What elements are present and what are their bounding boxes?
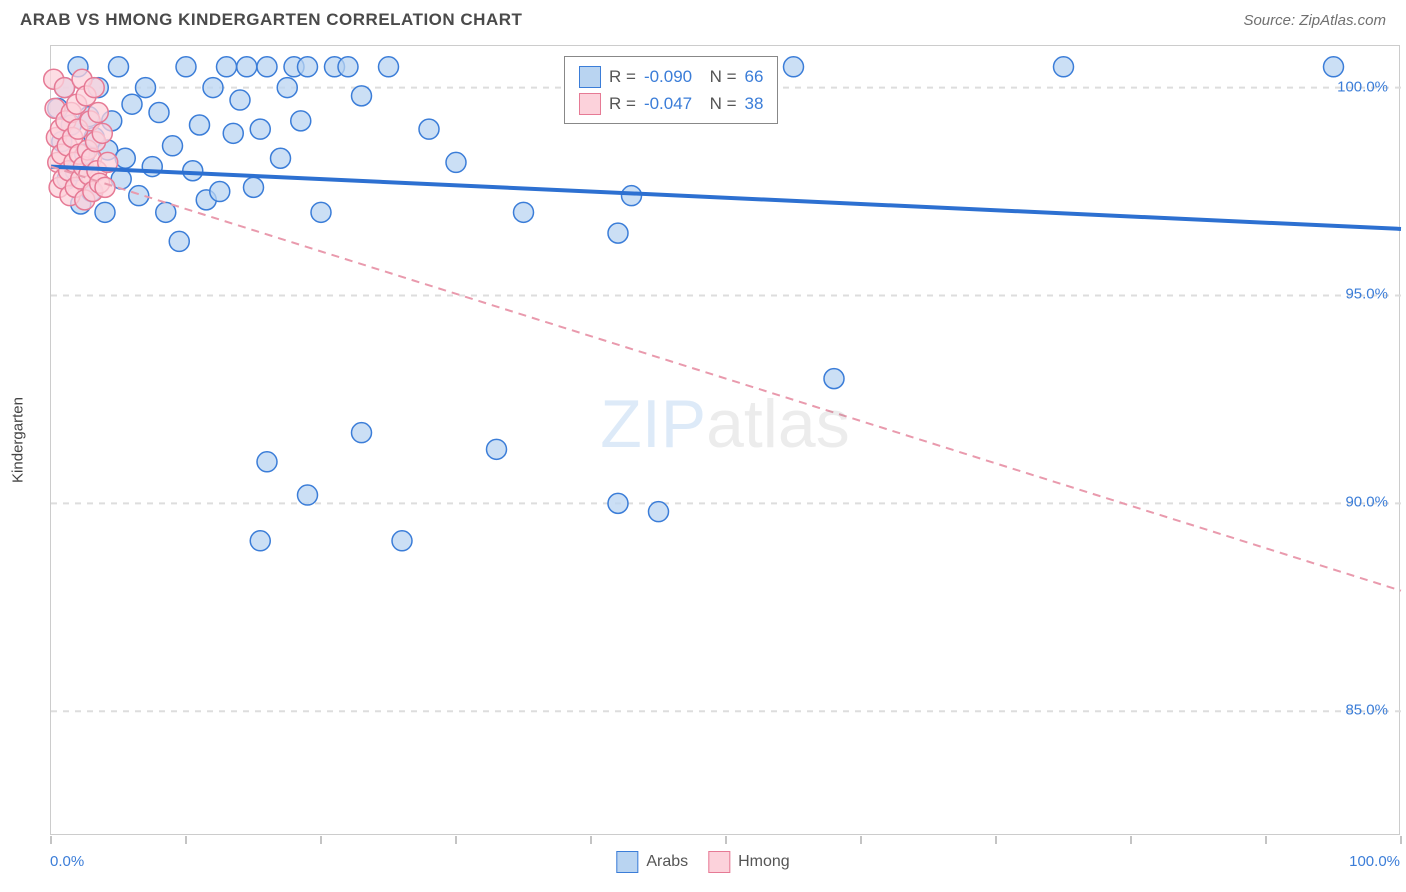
scatter-point-arabs bbox=[311, 202, 331, 222]
scatter-point-arabs bbox=[277, 78, 297, 98]
scatter-point-arabs bbox=[392, 531, 412, 551]
legend-r-value: -0.090 bbox=[644, 63, 692, 90]
plot-svg bbox=[51, 46, 1399, 834]
chart-source: Source: ZipAtlas.com bbox=[1243, 12, 1386, 29]
x-axis-max-label: 100.0% bbox=[1349, 853, 1400, 870]
legend-n-value: 38 bbox=[745, 90, 764, 117]
scatter-point-arabs bbox=[244, 177, 264, 197]
scatter-point-arabs bbox=[1054, 57, 1074, 77]
legend-n-label: N = bbox=[700, 90, 736, 117]
scatter-point-arabs bbox=[237, 57, 257, 77]
scatter-point-arabs bbox=[95, 202, 115, 222]
scatter-point-arabs bbox=[203, 78, 223, 98]
scatter-point-hmong bbox=[84, 78, 104, 98]
legend-swatch bbox=[708, 851, 730, 873]
y-axis-label: Kindergarten bbox=[10, 397, 27, 483]
chart-header: ARAB VS HMONG KINDERGARTEN CORRELATION C… bbox=[0, 0, 1406, 35]
scatter-point-arabs bbox=[608, 493, 628, 513]
scatter-point-arabs bbox=[298, 485, 318, 505]
chart-title: ARAB VS HMONG KINDERGARTEN CORRELATION C… bbox=[20, 10, 522, 30]
y-tick-label: 90.0% bbox=[1345, 494, 1388, 511]
scatter-point-arabs bbox=[338, 57, 358, 77]
stats-legend-row: R = -0.047 N = 38 bbox=[579, 90, 763, 117]
scatter-point-arabs bbox=[176, 57, 196, 77]
series-legend-item: Hmong bbox=[708, 851, 790, 873]
scatter-point-arabs bbox=[183, 161, 203, 181]
scatter-point-arabs bbox=[784, 57, 804, 77]
scatter-point-arabs bbox=[250, 531, 270, 551]
scatter-point-arabs bbox=[217, 57, 237, 77]
scatter-point-arabs bbox=[649, 502, 669, 522]
stats-legend-row: R = -0.090 N = 66 bbox=[579, 63, 763, 90]
scatter-point-arabs bbox=[149, 103, 169, 123]
scatter-point-arabs bbox=[514, 202, 534, 222]
legend-n-value: 66 bbox=[745, 63, 764, 90]
scatter-point-arabs bbox=[446, 152, 466, 172]
scatter-point-arabs bbox=[115, 148, 135, 168]
series-legend-item: Arabs bbox=[616, 851, 688, 873]
legend-n-label: N = bbox=[700, 63, 736, 90]
scatter-point-arabs bbox=[223, 123, 243, 143]
trend-line-hmong bbox=[51, 167, 1401, 591]
scatter-point-arabs bbox=[352, 86, 372, 106]
series-legend-label: Hmong bbox=[738, 853, 790, 871]
y-tick-label: 95.0% bbox=[1345, 286, 1388, 303]
scatter-point-arabs bbox=[1324, 57, 1344, 77]
legend-r-label: R = bbox=[609, 63, 636, 90]
scatter-point-arabs bbox=[122, 94, 142, 114]
scatter-point-arabs bbox=[250, 119, 270, 139]
legend-r-label: R = bbox=[609, 90, 636, 117]
series-legend: Arabs Hmong bbox=[616, 851, 789, 873]
scatter-point-arabs bbox=[257, 452, 277, 472]
scatter-point-arabs bbox=[190, 115, 210, 135]
legend-swatch bbox=[579, 66, 601, 88]
scatter-point-arabs bbox=[608, 223, 628, 243]
scatter-point-arabs bbox=[824, 369, 844, 389]
y-tick-label: 85.0% bbox=[1345, 702, 1388, 719]
scatter-point-arabs bbox=[163, 136, 183, 156]
scatter-point-arabs bbox=[291, 111, 311, 131]
legend-r-value: -0.047 bbox=[644, 90, 692, 117]
scatter-point-arabs bbox=[271, 148, 291, 168]
scatter-point-arabs bbox=[257, 57, 277, 77]
y-tick-label: 100.0% bbox=[1337, 78, 1388, 95]
scatter-point-arabs bbox=[352, 423, 372, 443]
scatter-point-arabs bbox=[298, 57, 318, 77]
x-axis-min-label: 0.0% bbox=[50, 853, 84, 870]
legend-swatch bbox=[579, 93, 601, 115]
scatter-point-arabs bbox=[487, 439, 507, 459]
plot-frame: ZIPatlas R = -0.090 N = 66R = -0.047 N =… bbox=[50, 45, 1400, 835]
scatter-point-arabs bbox=[230, 90, 250, 110]
scatter-point-hmong bbox=[88, 103, 108, 123]
scatter-point-arabs bbox=[169, 231, 189, 251]
legend-swatch bbox=[616, 851, 638, 873]
scatter-point-hmong bbox=[92, 123, 112, 143]
scatter-point-arabs bbox=[210, 182, 230, 202]
stats-legend: R = -0.090 N = 66R = -0.047 N = 38 bbox=[564, 56, 778, 124]
scatter-point-arabs bbox=[109, 57, 129, 77]
series-legend-label: Arabs bbox=[646, 853, 688, 871]
scatter-point-arabs bbox=[136, 78, 156, 98]
scatter-point-arabs bbox=[379, 57, 399, 77]
scatter-point-arabs bbox=[419, 119, 439, 139]
